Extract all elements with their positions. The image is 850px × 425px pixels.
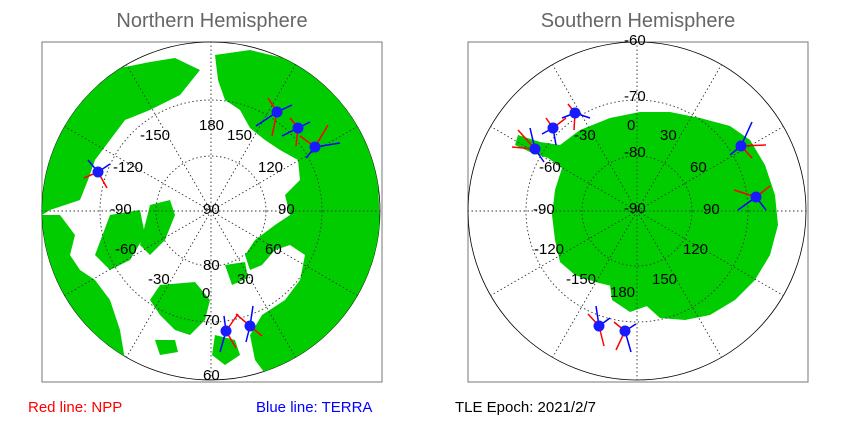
north-station (219, 313, 239, 353)
south-lon-label: 0 (627, 117, 635, 134)
south-land-masses (515, 112, 778, 320)
north-lon-label: -90 (110, 201, 132, 218)
south-lon-label: 30 (660, 127, 677, 144)
north-lon-label: 60 (265, 241, 282, 258)
north-land-svalbard (225, 262, 248, 285)
north-lon-label: 30 (237, 271, 254, 288)
north-graticule (42, 42, 380, 380)
north-lat-label: 80 (203, 257, 220, 274)
south-station (613, 321, 637, 353)
north-lat-labels: 90 80 70 60 (203, 201, 220, 384)
legend-terra: Blue line: TERRA (256, 399, 373, 416)
north-land-eurasia (215, 50, 380, 380)
north-lon-labels: 180 -150 150 -120 120 -90 90 -60 60 -30 … (110, 117, 295, 302)
north-lat-label: 70 (203, 312, 220, 329)
north-station (255, 97, 293, 137)
south-lon-label: 150 (652, 271, 677, 288)
south-lon-label: -30 (574, 127, 596, 144)
southern-hemisphere-title: Southern Hemisphere (540, 10, 736, 32)
north-lon-label: 120 (258, 159, 283, 176)
south-lon-label: -90 (533, 201, 555, 218)
south-station (587, 305, 611, 347)
north-station (299, 124, 341, 159)
south-lat-labels: -60 -70 -80 -90 (624, 32, 646, 217)
south-lon-label: 120 (683, 241, 708, 258)
south-station (561, 103, 591, 131)
south-stations (511, 103, 771, 353)
north-lat-label: 60 (203, 367, 220, 384)
north-land-greenland (150, 282, 210, 335)
south-land-antarctica (515, 112, 778, 320)
north-lon-label: 180 (199, 117, 224, 134)
south-lon-label: -150 (566, 271, 596, 288)
south-station (541, 117, 567, 146)
south-station (511, 127, 545, 163)
south-lat-label: -90 (624, 200, 646, 217)
north-land-arctic-islands (140, 200, 175, 255)
south-lat-label: -80 (624, 144, 646, 161)
north-lon-label: 0 (202, 285, 210, 302)
north-lon-label: 150 (227, 127, 252, 144)
north-land-island (155, 340, 178, 355)
north-land-masses (42, 50, 380, 380)
south-lon-labels: 0 -30 30 -60 60 -90 90 -120 120 -150 150… (533, 117, 720, 301)
south-lat-label: -70 (624, 88, 646, 105)
legend-npp: Red line: NPP (28, 399, 123, 416)
south-lon-label: 90 (703, 201, 720, 218)
north-stations (83, 97, 341, 353)
south-station (729, 121, 767, 159)
north-lat-label: 90 (203, 201, 220, 218)
north-station (83, 159, 111, 189)
north-lon-label: -30 (148, 271, 170, 288)
north-lon-label: -60 (115, 241, 137, 258)
north-station (281, 117, 311, 147)
south-lon-label: 60 (690, 159, 707, 176)
north-land-baffin (95, 210, 145, 270)
south-land-rossshelf (610, 285, 650, 312)
south-lat-label: -60 (624, 32, 646, 49)
north-lon-label: -150 (140, 127, 170, 144)
south-lon-label: -60 (539, 159, 561, 176)
tle-epoch: TLE Epoch: 2021/2/7 (455, 399, 596, 416)
north-station (235, 305, 263, 343)
south-graticule (468, 42, 806, 380)
north-lon-label: 90 (278, 201, 295, 218)
south-lon-label: 180 (610, 284, 635, 301)
southern-hemisphere-map: 0 -30 30 -60 60 -90 90 -120 120 -150 150… (467, 32, 809, 383)
northern-hemisphere-title: Northern Hemisphere (116, 10, 308, 32)
south-lon-label: -120 (534, 241, 564, 258)
northern-hemisphere-map: 180 -150 150 -120 120 -90 90 -60 60 -30 … (41, 41, 383, 384)
north-lon-label: -120 (113, 159, 143, 176)
south-station (733, 185, 771, 211)
